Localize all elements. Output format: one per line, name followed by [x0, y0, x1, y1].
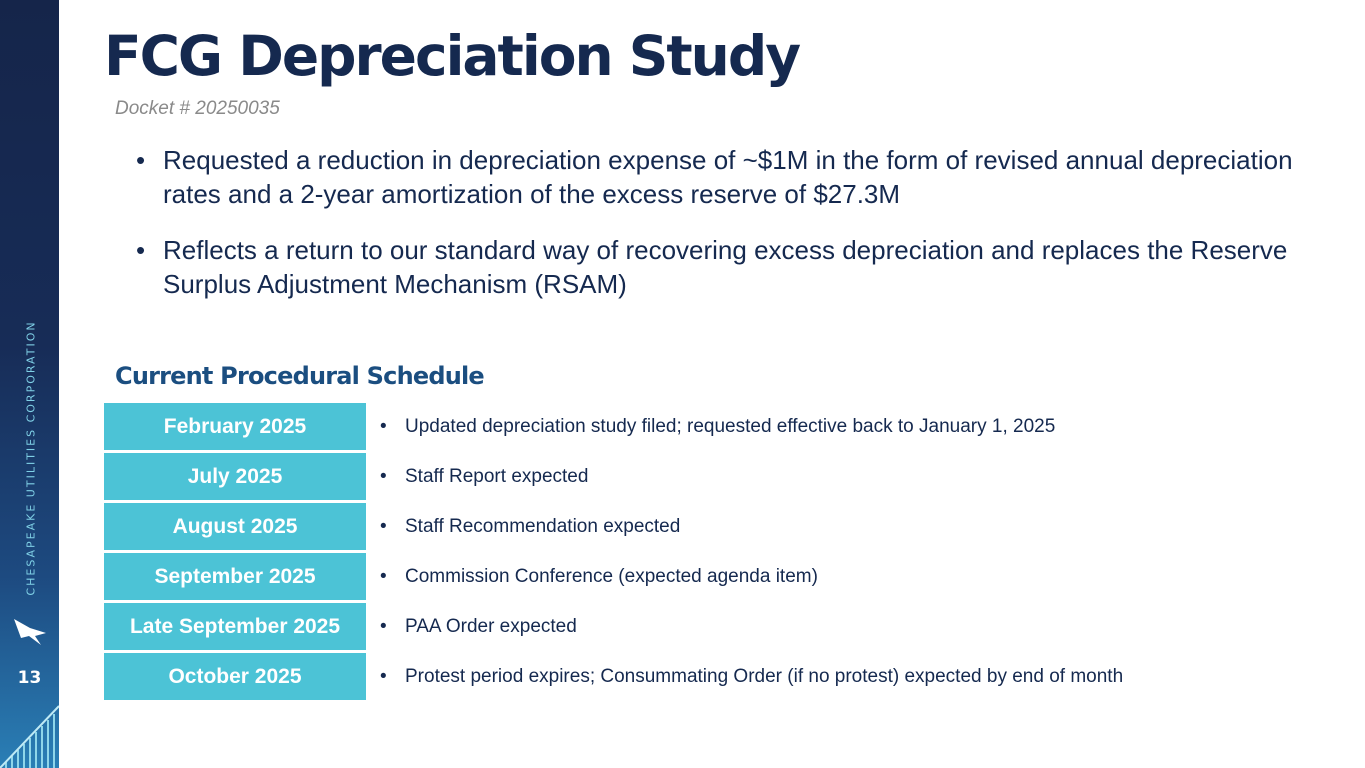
schedule-event: • PAA Order expected [380, 603, 577, 650]
bullet-glyph: • [380, 565, 387, 587]
schedule-row: August 2025 • Staff Recommendation expect… [104, 503, 1344, 553]
schedule-row: February 2025 • Updated depreciation stud… [104, 403, 1344, 453]
schedule-event-text: Staff Recommendation expected [405, 515, 681, 537]
brand-text: CHESAPEAKE UTILITIES CORPORATION [24, 320, 38, 596]
schedule-event: • Commission Conference (expected agenda … [380, 553, 818, 600]
docket-number: Docket # 20250035 [115, 98, 280, 119]
schedule-date: February 2025 [104, 403, 366, 450]
summary-bullets: Requested a reduction in depreciation ex… [136, 143, 1336, 323]
schedule-date: August 2025 [104, 503, 366, 550]
procedural-schedule-table: February 2025 • Updated depreciation stud… [104, 403, 1344, 703]
decorative-stripes [0, 705, 59, 768]
schedule-event-text: Commission Conference (expected agenda i… [405, 565, 818, 587]
schedule-event: • Staff Recommendation expected [380, 503, 680, 550]
schedule-event-text: Protest period expires; Consummating Ord… [405, 665, 1124, 687]
bullet-glyph: • [380, 415, 387, 437]
schedule-row: September 2025 • Commission Conference (e… [104, 553, 1344, 603]
page-title: FCG Depreciation Study [104, 24, 801, 88]
sidebar: CHESAPEAKE UTILITIES CORPORATION 13 [0, 0, 59, 768]
schedule-date: September 2025 [104, 553, 366, 600]
schedule-event: • Staff Report expected [380, 453, 588, 500]
schedule-event-text: Updated depreciation study filed; reques… [405, 415, 1056, 437]
bullet-glyph: • [380, 615, 387, 637]
bullet-glyph: • [380, 515, 387, 537]
schedule-event-text: PAA Order expected [405, 615, 577, 637]
page-number: 13 [17, 668, 42, 688]
schedule-event: • Protest period expires; Consummating Or… [380, 653, 1123, 700]
schedule-row: October 2025 • Protest period expires; Co… [104, 653, 1344, 703]
schedule-date: October 2025 [104, 653, 366, 700]
bullet-item: Requested a reduction in depreciation ex… [136, 143, 1336, 211]
schedule-event: • Updated depreciation study filed; reque… [380, 403, 1055, 450]
bird-logo-icon [14, 619, 46, 645]
schedule-heading: Current Procedural Schedule [115, 362, 485, 390]
bullet-item: Reflects a return to our standard way of… [136, 233, 1336, 301]
schedule-event-text: Staff Report expected [405, 465, 589, 487]
schedule-row: Late September 2025 • PAA Order expected [104, 603, 1344, 653]
schedule-row: July 2025 • Staff Report expected [104, 453, 1344, 503]
bullet-glyph: • [380, 665, 387, 687]
schedule-date: July 2025 [104, 453, 366, 500]
bullet-glyph: • [380, 465, 387, 487]
schedule-date: Late September 2025 [104, 603, 366, 650]
